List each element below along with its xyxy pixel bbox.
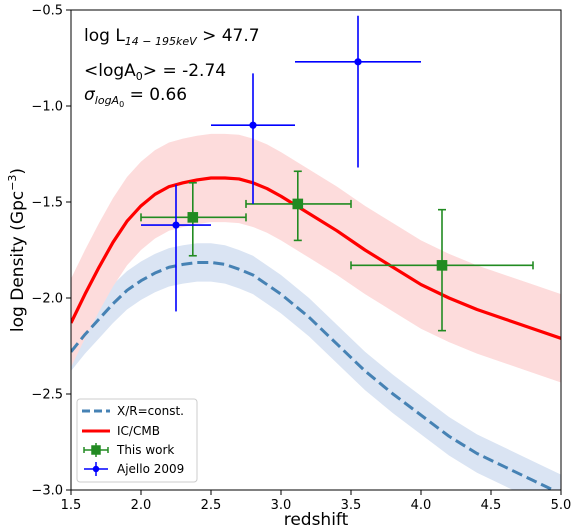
legend-box (76, 398, 198, 483)
legend-label-iccmb: IC/CMB (117, 424, 160, 438)
x-tick-label: 1.5 (61, 498, 82, 513)
point-ajello-2009 (295, 15, 421, 168)
point-this-work (350, 208, 534, 332)
point-this-work (245, 170, 352, 242)
x-tick-label: 5.0 (551, 498, 571, 513)
y-tick-label: −1.5 (31, 196, 63, 211)
legend: X/R=const. IC/CMB This work Ajello 2009 (76, 398, 198, 483)
line-ic-cmb (71, 176, 561, 340)
marker-this-work (436, 260, 448, 271)
marker-ajello-2009 (172, 221, 180, 229)
point-ajello-2009 (141, 184, 211, 312)
point-ajello-2009 (211, 73, 295, 204)
legend-label-ajello: Ajello 2009 (117, 462, 184, 476)
annotation-mean-loga0: <logA0> = -2.74 (84, 61, 226, 83)
legend-handle-this-work (83, 443, 109, 457)
plot-frame (70, 9, 562, 491)
x-tick-label: 4.5 (481, 498, 502, 513)
marker-this-work (292, 198, 304, 210)
line-x-r-const (71, 260, 557, 490)
point-this-work (140, 182, 247, 257)
y-tick-label: −0.5 (31, 4, 63, 19)
y-axis-label: log Density (Gpc−3) (6, 168, 28, 332)
x-tick-label: 3.0 (271, 498, 292, 513)
legend-label-this-work: This work (116, 443, 174, 457)
y-tick-label: −2.5 (31, 388, 63, 403)
legend-label-xr: X/R=const. (117, 404, 184, 418)
y-tick-label: −1.0 (31, 100, 63, 115)
y-tick-label: −3.0 (31, 484, 63, 499)
marker-ajello-2009 (354, 58, 362, 66)
x-axis-label: redshift (284, 510, 349, 530)
annotation-sigma-loga0: σlogA0 = 0.66 (84, 85, 187, 109)
x-tick-label: 4.0 (411, 498, 432, 513)
x-tick-label: 2.5 (201, 498, 222, 513)
marker-this-work (187, 212, 199, 223)
x-tick-label: 2.0 (131, 498, 152, 513)
x-tick-label: 3.5 (341, 498, 362, 513)
legend-handle-ajello (84, 462, 108, 476)
marker-ajello-2009 (249, 121, 257, 129)
band-ic-cmb (71, 133, 561, 383)
y-tick-label: −2.0 (31, 292, 63, 307)
annotation-luminosity: log L14 − 195keV > 47.7 (84, 26, 260, 48)
